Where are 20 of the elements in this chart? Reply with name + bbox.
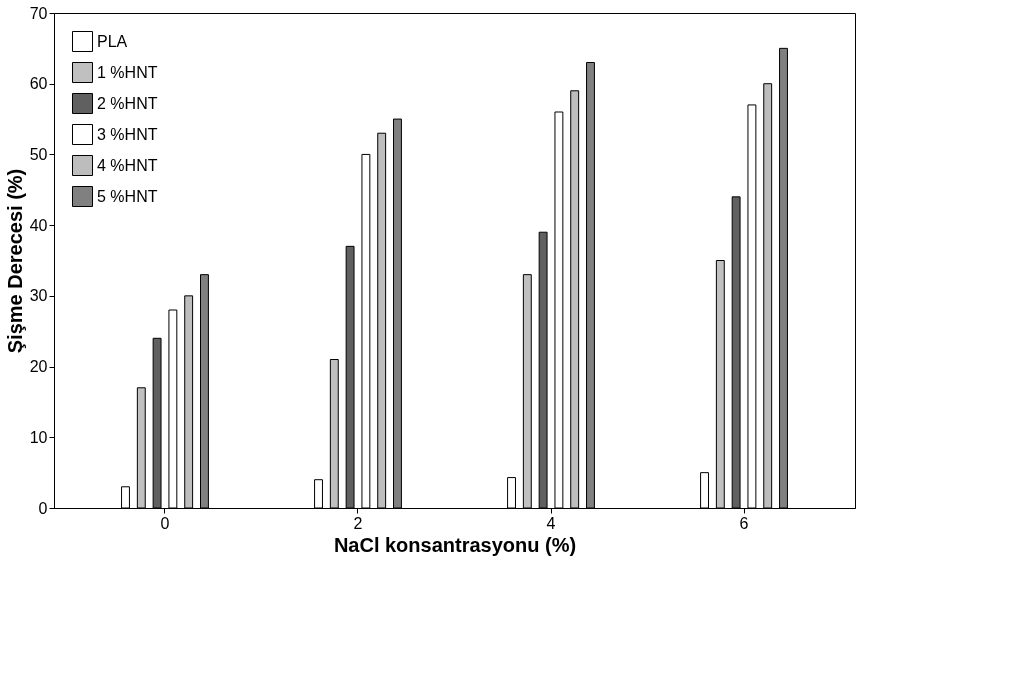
x-tick-label: 0 [160, 514, 170, 532]
x-tick-label: 4 [546, 514, 556, 532]
legend-label: 5 %HNT [97, 187, 158, 205]
y-tick-label: 10 [29, 428, 48, 446]
y-tick-label: 40 [29, 216, 48, 234]
y-tick-label: 20 [29, 358, 48, 376]
x-tick-label: 2 [353, 514, 363, 532]
legend-label: PLA [97, 32, 128, 50]
y-tick-label: 30 [29, 287, 48, 305]
legend-label: 2 %HNT [97, 94, 158, 112]
y-tick-label: 50 [29, 145, 48, 163]
legend-label: 3 %HNT [97, 125, 158, 143]
y-tick-label: 60 [29, 75, 48, 93]
legend-label: 4 %HNT [97, 156, 158, 174]
legend-label: 1 %HNT [97, 63, 158, 81]
y-tick-label: 0 [38, 499, 48, 517]
y-axis-title: Şişme Derecesi (%) [3, 168, 26, 354]
x-tick-label: 6 [739, 514, 749, 532]
y-tick-label: 70 [29, 4, 48, 22]
x-axis-title: NaCl konsantrasyonu (%) [333, 533, 577, 556]
